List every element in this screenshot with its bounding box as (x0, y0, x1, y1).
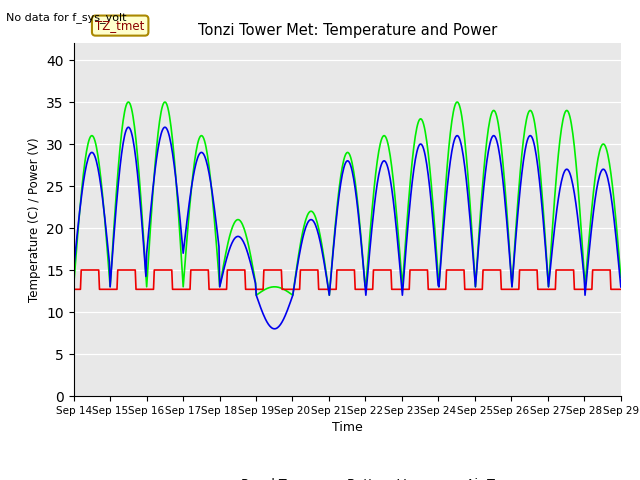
Air T (192, 160, 200, 166)
Air T (431, 244, 439, 250)
Legend: Panel T, Battery V, Air T: Panel T, Battery V, Air T (195, 473, 499, 480)
Air T (221, 262, 229, 267)
Line: Air T: Air T (74, 127, 621, 329)
Battery V (415, 267, 422, 273)
Battery V (192, 267, 200, 273)
Air T (70, 267, 77, 273)
Panel T (79, 170, 87, 176)
Air T (137, 204, 145, 210)
Battery V (431, 287, 438, 292)
Title: Tonzi Tower Met: Temperature and Power: Tonzi Tower Met: Temperature and Power (198, 23, 497, 38)
Air T (415, 143, 423, 148)
Air T (79, 179, 87, 184)
Panel T (221, 254, 229, 260)
Air T (617, 284, 625, 290)
Air T (271, 326, 278, 332)
Panel T (431, 230, 439, 236)
Battery V (221, 287, 229, 292)
Panel T (252, 292, 260, 298)
Line: Panel T: Panel T (74, 102, 621, 295)
Y-axis label: Temperature (C) / Power (V): Temperature (C) / Power (V) (28, 137, 41, 302)
Panel T (415, 117, 423, 123)
X-axis label: Time: Time (332, 421, 363, 434)
Text: TZ_tmet: TZ_tmet (95, 19, 145, 32)
Line: Battery V: Battery V (74, 270, 621, 289)
Battery V (70, 287, 77, 292)
Air T (125, 124, 132, 130)
Panel T (70, 284, 77, 290)
Text: No data for f_sys_volt: No data for f_sys_volt (6, 12, 127, 23)
Panel T (192, 148, 200, 154)
Battery V (77, 267, 85, 273)
Panel T (617, 275, 625, 280)
Panel T (137, 192, 145, 197)
Panel T (125, 99, 132, 105)
Battery V (617, 287, 625, 292)
Battery V (81, 267, 88, 273)
Battery V (137, 287, 145, 292)
